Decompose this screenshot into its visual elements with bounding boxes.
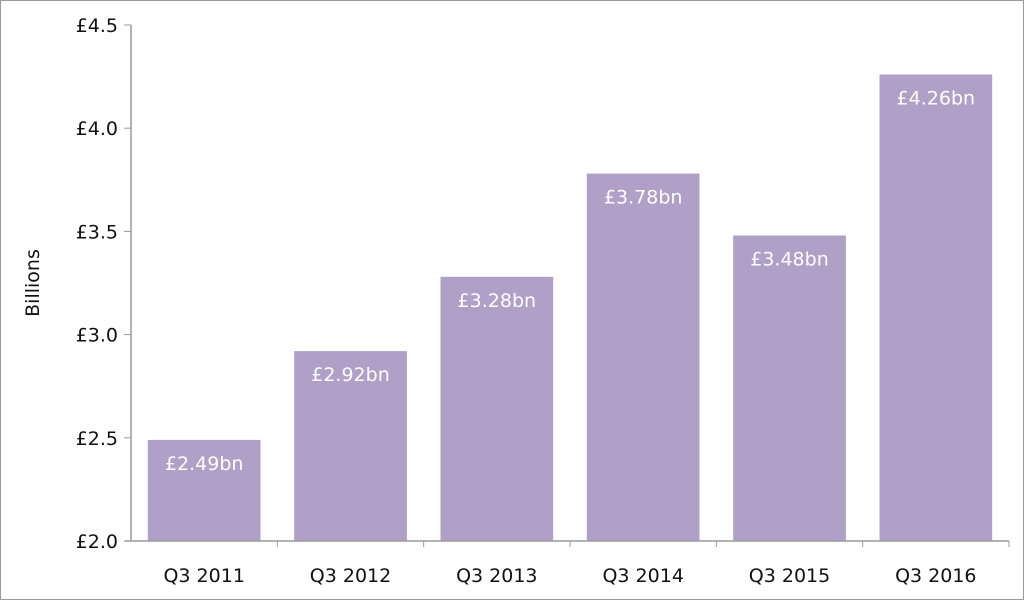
y-tick-label: £4.0 <box>76 118 118 140</box>
x-tick-label: Q3 2015 <box>749 565 830 587</box>
data-label: £3.48bn <box>750 249 829 271</box>
data-label: £3.28bn <box>458 290 537 312</box>
y-tick-label: £4.5 <box>76 15 118 37</box>
x-tick-label: Q3 2016 <box>895 565 976 587</box>
bars-layer: £2.49bn £2.92bn £3.28bn £3.78bn £3.48bn £4.26… <box>147 74 993 541</box>
bar <box>733 235 846 541</box>
y-tick-label: £3.5 <box>76 221 118 243</box>
y-tick-label: £3.0 <box>76 325 118 347</box>
bar <box>440 276 554 541</box>
bar <box>147 439 261 541</box>
y-axis-title: Billions <box>22 249 44 317</box>
y-tick-label: £2.0 <box>76 531 118 553</box>
x-tick-label: Q3 2013 <box>456 565 537 587</box>
data-label: £3.78bn <box>604 187 683 209</box>
axes-layer: Q3 2011 Q3 2012 Q3 2013 Q3 2014 Q3 2015 Q3 20… <box>76 15 1010 587</box>
x-tick-label: Q3 2012 <box>310 565 391 587</box>
y-tick-label: £2.5 <box>76 428 118 450</box>
x-tick-label: Q3 2011 <box>163 565 244 587</box>
bar <box>879 74 993 541</box>
data-label: £2.49bn <box>165 453 244 475</box>
bar <box>294 351 407 541</box>
data-label: £4.26bn <box>897 88 976 110</box>
x-tick-label: Q3 2014 <box>602 565 683 587</box>
bar <box>586 173 700 541</box>
data-label: £2.92bn <box>311 364 390 386</box>
